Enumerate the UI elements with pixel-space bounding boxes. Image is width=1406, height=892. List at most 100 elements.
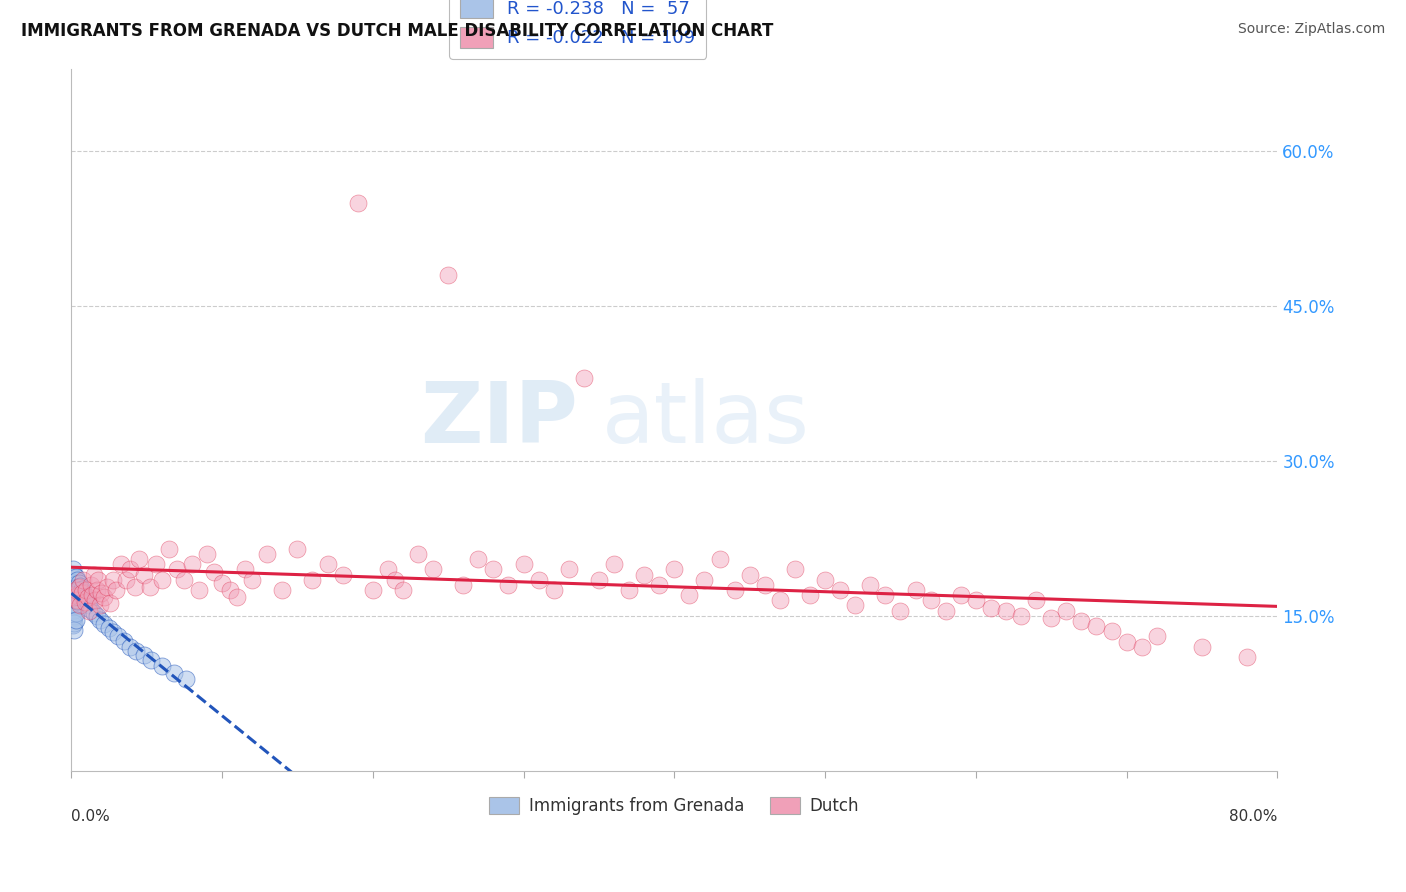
Point xyxy=(75,582,97,597)
Point xyxy=(211,575,233,590)
Point xyxy=(287,541,309,556)
Point xyxy=(783,562,806,576)
Point xyxy=(467,552,489,566)
Point xyxy=(558,562,581,576)
Point xyxy=(128,552,150,566)
Point xyxy=(76,596,98,610)
Point xyxy=(83,567,105,582)
Point xyxy=(63,567,86,582)
Point xyxy=(100,596,122,610)
Point xyxy=(256,547,278,561)
Point xyxy=(63,624,86,638)
Point xyxy=(79,599,101,613)
Point xyxy=(66,594,89,608)
Point xyxy=(80,602,103,616)
Text: atlas: atlas xyxy=(602,378,810,461)
Point xyxy=(588,573,610,587)
Point xyxy=(678,588,700,602)
Point xyxy=(482,562,505,576)
Point xyxy=(437,268,460,282)
Point xyxy=(174,672,197,686)
Point xyxy=(332,567,354,582)
Point xyxy=(76,591,98,605)
Point xyxy=(301,573,323,587)
Text: 80.0%: 80.0% xyxy=(1229,809,1278,824)
Point xyxy=(63,589,86,603)
Point xyxy=(188,582,211,597)
Point xyxy=(66,587,89,601)
Point xyxy=(240,573,263,587)
Point xyxy=(648,578,671,592)
Point xyxy=(422,562,444,576)
Point xyxy=(62,591,84,605)
Point xyxy=(769,593,792,607)
Point xyxy=(66,593,89,607)
Point xyxy=(233,562,256,576)
Point xyxy=(709,552,731,566)
Point xyxy=(603,557,626,571)
Point xyxy=(150,573,173,587)
Point xyxy=(62,588,84,602)
Point xyxy=(920,593,942,607)
Point xyxy=(65,582,87,597)
Point xyxy=(204,566,226,580)
Point xyxy=(66,573,89,587)
Point xyxy=(980,600,1002,615)
Point xyxy=(572,371,595,385)
Point xyxy=(93,617,115,632)
Point xyxy=(723,582,745,597)
Point xyxy=(361,582,384,597)
Point xyxy=(65,613,87,627)
Legend: Immigrants from Grenada, Dutch: Immigrants from Grenada, Dutch xyxy=(482,790,866,822)
Point xyxy=(73,591,96,605)
Point xyxy=(65,606,87,620)
Point xyxy=(69,599,91,613)
Point xyxy=(62,618,84,632)
Point xyxy=(63,595,86,609)
Point xyxy=(63,602,86,616)
Point xyxy=(949,588,972,602)
Point xyxy=(114,573,136,587)
Point xyxy=(1085,619,1108,633)
Point xyxy=(498,578,520,592)
Point xyxy=(69,579,91,593)
Point xyxy=(406,547,429,561)
Point xyxy=(75,592,97,607)
Point xyxy=(132,567,155,582)
Point xyxy=(65,569,87,583)
Point xyxy=(73,595,96,609)
Point xyxy=(63,608,86,623)
Point xyxy=(62,582,84,597)
Point xyxy=(346,195,368,210)
Point xyxy=(63,574,86,589)
Point xyxy=(1191,640,1213,654)
Point xyxy=(904,582,927,597)
Point xyxy=(70,586,93,600)
Point xyxy=(859,578,882,592)
Point xyxy=(150,659,173,673)
Point xyxy=(82,588,104,602)
Point xyxy=(844,599,866,613)
Point xyxy=(70,589,93,603)
Point xyxy=(633,567,655,582)
Point xyxy=(103,625,125,640)
Point xyxy=(271,582,294,597)
Point xyxy=(96,580,118,594)
Point xyxy=(543,582,565,597)
Point xyxy=(86,582,108,597)
Point xyxy=(93,591,115,605)
Point xyxy=(1070,614,1092,628)
Point xyxy=(377,562,399,576)
Point xyxy=(226,591,249,605)
Point xyxy=(67,580,90,594)
Point xyxy=(89,599,111,613)
Point xyxy=(89,613,111,627)
Point xyxy=(63,582,86,596)
Point xyxy=(173,573,195,587)
Point xyxy=(62,562,84,576)
Point xyxy=(195,547,218,561)
Point xyxy=(1101,624,1123,639)
Point xyxy=(1010,608,1032,623)
Point xyxy=(62,611,84,625)
Point xyxy=(527,573,550,587)
